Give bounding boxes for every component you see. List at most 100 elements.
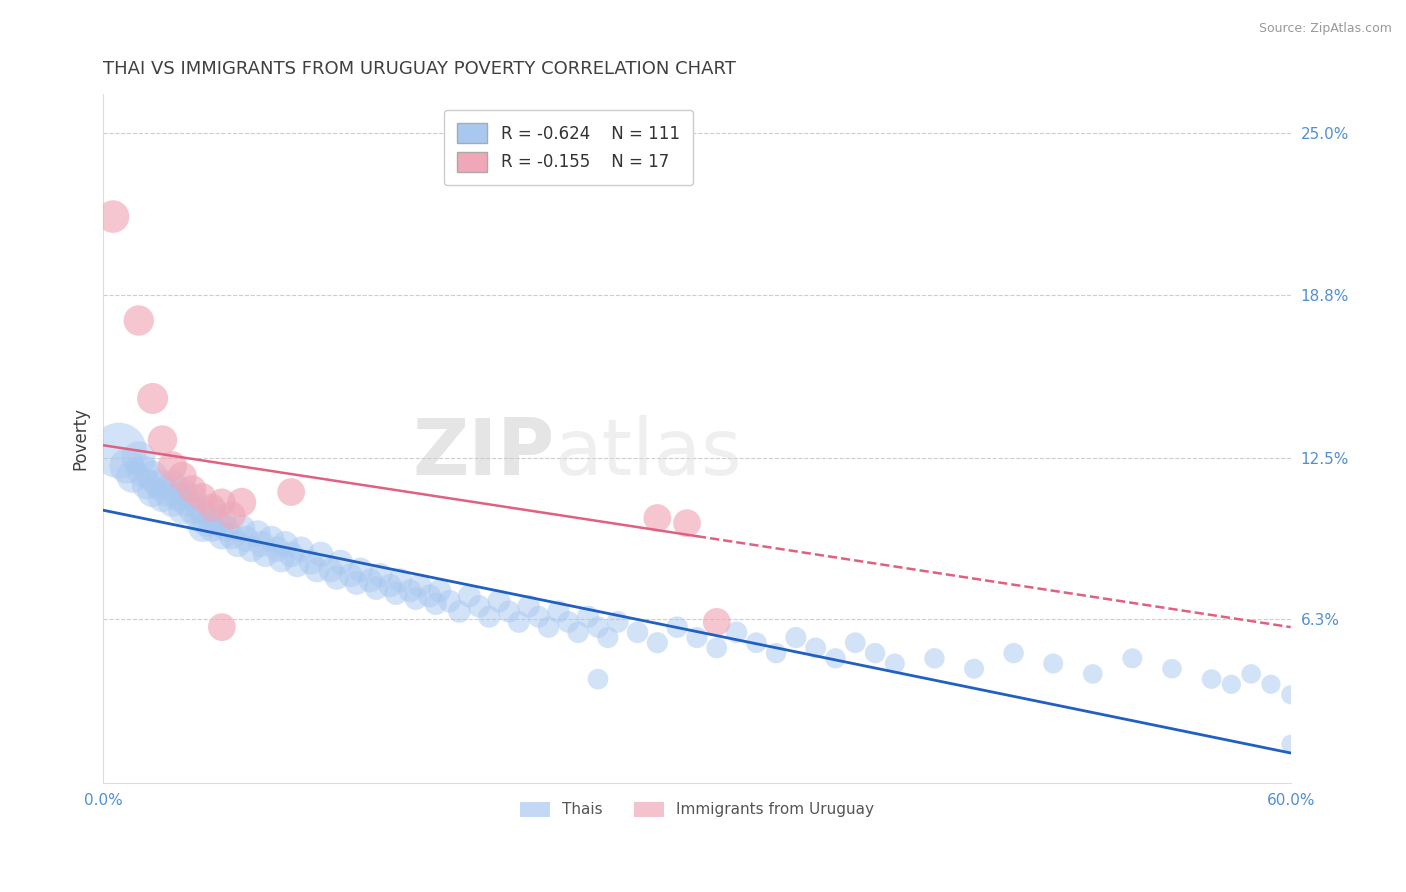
Point (439, 594, 461, 608)
Point (468, 599, 491, 614)
Point (187, 511, 209, 525)
Point (586, 620, 609, 634)
Point (399, 583, 422, 598)
Point (824, 651, 846, 665)
Point (419, 589, 441, 603)
Point (706, 640, 728, 655)
Point (142, 469, 165, 483)
Point (676, 516, 699, 531)
Point (211, 511, 233, 525)
Point (201, 500, 224, 515)
Point (309, 547, 332, 561)
Point (167, 490, 190, 504)
Legend: Thais, Immigrants from Uruguay: Thais, Immigrants from Uruguay (513, 796, 880, 823)
Point (586, 672, 609, 686)
Point (172, 503, 194, 517)
Text: THAI VS IMMIGRANTS FROM URUGUAY POVERTY CORRELATION CHART: THAI VS IMMIGRANTS FROM URUGUAY POVERTY … (103, 60, 735, 78)
Point (101, 210, 124, 224)
Point (201, 521, 224, 535)
Point (128, 313, 150, 327)
Point (745, 636, 768, 650)
Point (1279, 688, 1302, 702)
Point (339, 568, 361, 582)
Point (226, 537, 249, 551)
Point (924, 651, 946, 665)
Point (240, 542, 263, 557)
Point (108, 443, 131, 458)
Point (606, 615, 628, 629)
Point (647, 636, 669, 650)
Point (647, 511, 669, 525)
Point (191, 521, 214, 535)
Text: ZIP: ZIP (412, 415, 554, 491)
Text: Source: ZipAtlas.com: Source: ZipAtlas.com (1258, 22, 1392, 36)
Point (785, 631, 807, 645)
Point (1279, 737, 1302, 751)
Point (135, 477, 157, 491)
Point (152, 490, 174, 504)
Point (409, 578, 432, 592)
Point (299, 555, 322, 569)
Point (211, 529, 233, 543)
Point (405, 591, 427, 606)
Point (254, 547, 277, 561)
Point (142, 485, 165, 500)
Point (207, 516, 229, 531)
Point (329, 555, 352, 569)
Point (1220, 677, 1243, 691)
Point (844, 636, 866, 650)
Point (517, 599, 540, 614)
Point (142, 392, 165, 406)
Point (863, 646, 886, 660)
Point (195, 516, 218, 531)
Point (231, 495, 253, 509)
Point (260, 532, 283, 546)
Point (215, 521, 238, 535)
Point (449, 605, 471, 619)
Point (883, 657, 905, 671)
Point (221, 529, 243, 543)
Point (596, 631, 619, 645)
Point (250, 537, 273, 551)
Point (686, 631, 709, 645)
Point (567, 625, 589, 640)
Point (425, 597, 447, 611)
Point (201, 503, 224, 517)
Point (274, 537, 297, 551)
Point (132, 464, 155, 478)
Point (537, 620, 560, 634)
Point (270, 552, 292, 566)
Point (804, 640, 827, 655)
Point (162, 477, 184, 491)
Point (378, 578, 401, 592)
Point (963, 662, 986, 676)
Point (191, 503, 214, 517)
Point (1081, 666, 1104, 681)
Point (557, 615, 579, 629)
Point (765, 646, 787, 660)
Point (458, 589, 481, 603)
Point (172, 469, 194, 483)
Point (121, 469, 143, 483)
Point (152, 433, 174, 447)
Point (1161, 662, 1184, 676)
Point (211, 620, 233, 634)
Point (389, 574, 412, 588)
Point (385, 586, 408, 600)
Point (1042, 657, 1064, 671)
Point (488, 594, 510, 608)
Point (319, 563, 342, 577)
Point (181, 503, 204, 517)
Point (155, 485, 177, 500)
Point (498, 605, 520, 619)
Point (478, 609, 501, 624)
Point (162, 495, 184, 509)
Point (128, 451, 150, 466)
Point (359, 574, 381, 588)
Point (181, 490, 204, 504)
Point (626, 625, 648, 640)
Point (211, 495, 233, 509)
Point (246, 526, 269, 541)
Point (1260, 677, 1282, 691)
Point (325, 571, 347, 585)
